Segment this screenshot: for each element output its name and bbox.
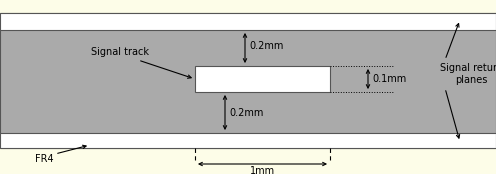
Text: 0.2mm: 0.2mm [229, 108, 263, 117]
Bar [0, 133, 496, 148]
Text: FR4: FR4 [35, 154, 54, 164]
Bar [0, 13, 496, 148]
Bar [195, 66, 330, 92]
Text: Signal track: Signal track [91, 47, 149, 57]
Bar [0, 13, 496, 30]
Text: Signal return
planes: Signal return planes [440, 63, 496, 85]
Text: 0.2mm: 0.2mm [249, 41, 283, 51]
Text: 1mm: 1mm [250, 166, 275, 174]
Text: 0.1mm: 0.1mm [372, 74, 406, 84]
